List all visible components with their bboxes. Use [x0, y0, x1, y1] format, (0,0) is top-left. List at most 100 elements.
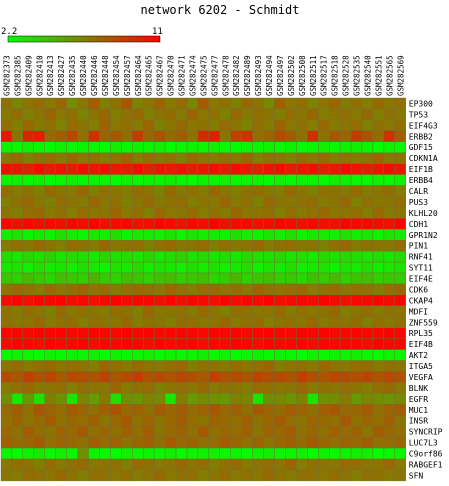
heatmap-cell [285, 393, 297, 405]
heatmap-cell [132, 185, 144, 197]
heatmap-cell [197, 119, 210, 132]
heatmap-cell [44, 130, 56, 142]
heatmap-cell [219, 174, 231, 186]
heatmap-cell [11, 338, 24, 350]
heatmap-cell [318, 294, 330, 307]
column-label: GSM282464 [134, 55, 143, 96]
heatmap-cell [186, 469, 199, 482]
heatmap-cell [285, 283, 297, 296]
heatmap-cell [219, 261, 231, 274]
heatmap-cell [230, 272, 242, 285]
heatmap-cell [383, 458, 396, 471]
heatmap-cell [44, 404, 56, 416]
heatmap-cell [55, 447, 67, 460]
heatmap-cell [208, 294, 221, 307]
heatmap-cell [318, 349, 330, 361]
row-label: VEGFA [409, 373, 433, 382]
heatmap-cell [263, 283, 275, 296]
heatmap-cell [296, 382, 308, 394]
row-label: INSR [409, 417, 428, 426]
heatmap-cell [219, 305, 231, 317]
heatmap-cell [132, 360, 144, 372]
heatmap-cell [110, 349, 122, 361]
heatmap-cell [143, 185, 155, 197]
heatmap-cell [208, 261, 221, 274]
heatmap-cell [197, 152, 210, 164]
heatmap-cell [99, 250, 111, 263]
heatmap-cell [55, 283, 67, 296]
heatmap-cell [132, 338, 144, 350]
heatmap-cell [208, 163, 221, 175]
heatmap-cell [143, 229, 155, 241]
column-label: GSM282410 [35, 55, 44, 96]
heatmap-cell [132, 163, 144, 175]
heatmap-cell [121, 415, 133, 427]
heatmap-cell [33, 108, 45, 121]
heatmap-cell [33, 382, 45, 394]
heatmap-cell [361, 436, 374, 449]
column-label: GSM282435 [68, 55, 77, 96]
heatmap-cell [77, 163, 89, 175]
heatmap-cell [339, 393, 352, 405]
heatmap-cell [350, 229, 363, 241]
heatmap-cell [99, 119, 111, 132]
heatmap-cell [350, 294, 363, 307]
heatmap-cell [252, 119, 264, 132]
heatmap-cell [66, 316, 78, 328]
heatmap-cell [143, 338, 155, 350]
heatmap-cell [208, 119, 221, 132]
heatmap-cell [132, 294, 144, 307]
heatmap-cell [219, 469, 231, 482]
heatmap-cell [394, 294, 406, 307]
heatmap-cell [252, 97, 264, 110]
heatmap-cell [252, 415, 264, 427]
heatmap-cell [143, 141, 155, 153]
heatmap-cell [263, 447, 275, 460]
heatmap-cell [143, 130, 155, 142]
heatmap-cell [339, 97, 352, 110]
heatmap-cell [285, 163, 297, 175]
row-label: GPR1N2 [409, 231, 438, 240]
heatmap-cell [329, 141, 341, 153]
heatmap-cell [394, 360, 406, 372]
heatmap-cell [143, 196, 155, 208]
heatmap-cell [88, 338, 100, 350]
heatmap-cell [99, 458, 111, 471]
heatmap-cell [296, 196, 308, 208]
heatmap-cell [230, 119, 242, 132]
heatmap-cell [383, 294, 396, 307]
heatmap-cell [121, 371, 133, 383]
heatmap-cell [77, 152, 89, 164]
heatmap-cell [230, 415, 242, 427]
heatmap-cell [372, 404, 385, 416]
heatmap-cell [55, 250, 67, 263]
heatmap-cell [88, 130, 100, 142]
heatmap-cell [0, 240, 13, 252]
heatmap-cell [121, 196, 133, 208]
heatmap-cell [241, 283, 253, 296]
row-label: TP53 [409, 110, 428, 119]
heatmap-cell [230, 207, 242, 219]
heatmap-cell [230, 141, 242, 153]
heatmap-cell [274, 338, 286, 350]
heatmap-cell [361, 305, 374, 317]
heatmap-cell [208, 152, 221, 164]
heatmap-cell [329, 261, 341, 274]
heatmap-cell [329, 174, 341, 186]
heatmap-cell [186, 349, 199, 361]
heatmap-cell [394, 196, 406, 208]
heatmap-cell [252, 447, 264, 460]
heatmap-cell [55, 371, 67, 383]
heatmap-cell [285, 250, 297, 263]
heatmap-cell [339, 327, 352, 339]
heatmap-cell [219, 349, 231, 361]
heatmap-cell [274, 371, 286, 383]
heatmap-cell [88, 229, 100, 241]
heatmap-cell [329, 447, 341, 460]
heatmap-cell [329, 283, 341, 296]
heatmap-cell [66, 261, 78, 274]
heatmap-cell [66, 447, 78, 460]
heatmap-cell [175, 152, 188, 164]
heatmap-cell [153, 305, 166, 317]
row-label: EP300 [409, 99, 433, 108]
